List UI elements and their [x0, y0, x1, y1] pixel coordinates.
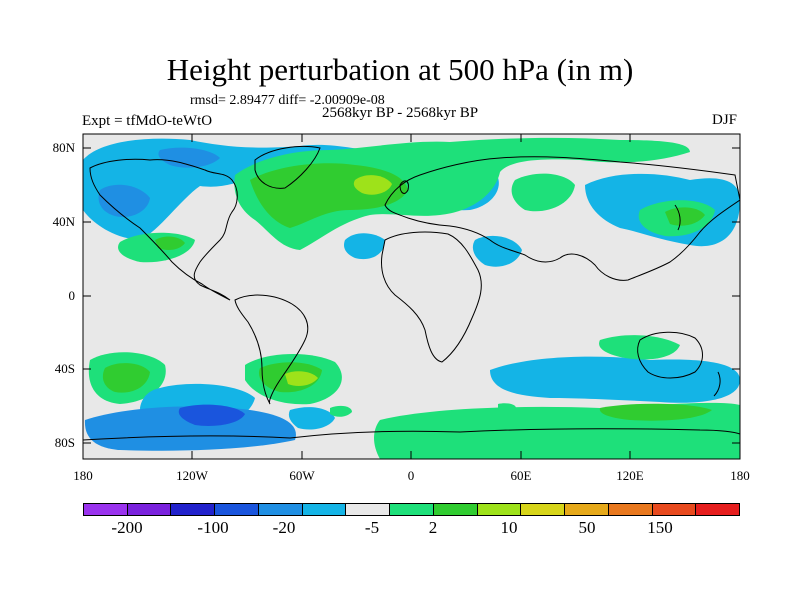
lat-label: 40S — [54, 361, 75, 376]
lat-label: 40N — [52, 214, 75, 229]
lat-label: 80S — [54, 435, 75, 450]
colorbar — [83, 503, 740, 516]
colorbar-swatch — [521, 504, 566, 515]
contour-region — [288, 407, 335, 430]
coastline-australia — [637, 331, 703, 379]
contour-region — [178, 404, 245, 426]
coastline-south-america — [234, 294, 309, 405]
contour-region — [665, 207, 705, 226]
colorbar-swatch — [258, 504, 303, 515]
colorbar-swatch — [652, 504, 697, 515]
colorbar-label: -200 — [111, 518, 143, 537]
coastline-uk — [399, 180, 409, 194]
coastline-greenland — [254, 146, 321, 189]
contour-region — [285, 371, 318, 386]
lon-label: 180 — [73, 468, 93, 483]
colorbar-label: -20 — [272, 518, 296, 537]
contour-region — [472, 235, 522, 267]
contour-region — [498, 403, 516, 411]
colorbar-label: -5 — [364, 518, 380, 537]
colorbar-label: 50 — [578, 518, 596, 537]
lon-label: 60E — [510, 468, 532, 483]
colorbar-swatch — [565, 504, 609, 515]
season-label: DJF — [712, 112, 738, 128]
lon-label: 180 — [730, 468, 750, 483]
colorbar-swatch — [477, 504, 522, 515]
colorbar-swatch — [302, 504, 347, 515]
contour-region — [330, 405, 352, 417]
colorbar-swatch — [390, 504, 434, 515]
contour-region — [511, 173, 575, 212]
coastlines — [83, 146, 740, 441]
lat-label: 0 — [68, 288, 76, 303]
colorbar-swatch — [84, 504, 128, 515]
coastline-eurasia — [384, 156, 740, 281]
map-title: Height perturbation at 500 hPa (in m) — [166, 52, 634, 87]
contour-region — [98, 184, 150, 218]
lon-label: 60W — [289, 468, 315, 483]
contour-region — [599, 403, 712, 421]
coastline-japan — [674, 204, 681, 231]
contour-region — [84, 406, 296, 451]
contour-region — [344, 233, 385, 260]
lon-label: 0 — [407, 468, 415, 483]
colorbar-label: 2 — [428, 518, 438, 537]
coastline-antarctica — [83, 428, 740, 441]
colorbar-label: 150 — [647, 518, 673, 537]
period-text: 2568kyr BP - 2568kyr BP — [322, 105, 479, 121]
lat-label: 80N — [52, 140, 75, 155]
experiment-label: Expt = tfMdO-teWtO — [82, 113, 213, 129]
colorbar-label: 10 — [500, 518, 518, 537]
contour-region — [158, 147, 220, 168]
colorbar-swatch — [215, 504, 259, 515]
colorbar-swatch — [346, 504, 391, 515]
contour-fills — [83, 137, 740, 459]
contour-region — [490, 356, 740, 403]
lon-label: 120W — [176, 468, 208, 483]
coastline-new-zealand — [713, 371, 721, 397]
coastline-north-america — [89, 158, 238, 301]
axis-ticks — [83, 134, 740, 459]
colorbar-swatch — [127, 504, 172, 515]
contour-region — [599, 335, 680, 360]
colorbar-swatch — [433, 504, 478, 515]
contour-region — [353, 175, 392, 195]
colorbar-swatch — [696, 504, 740, 515]
contour-region — [155, 236, 185, 251]
colorbar-swatch — [171, 504, 216, 515]
contour-region — [102, 363, 150, 393]
stats-text: rmsd= 2.89477 diff= -2.00909e-08 — [190, 93, 385, 108]
colorbar-label: -100 — [197, 518, 229, 537]
colorbar-swatch — [608, 504, 653, 515]
lon-label: 120E — [616, 468, 644, 483]
coastline-africa — [381, 231, 482, 363]
